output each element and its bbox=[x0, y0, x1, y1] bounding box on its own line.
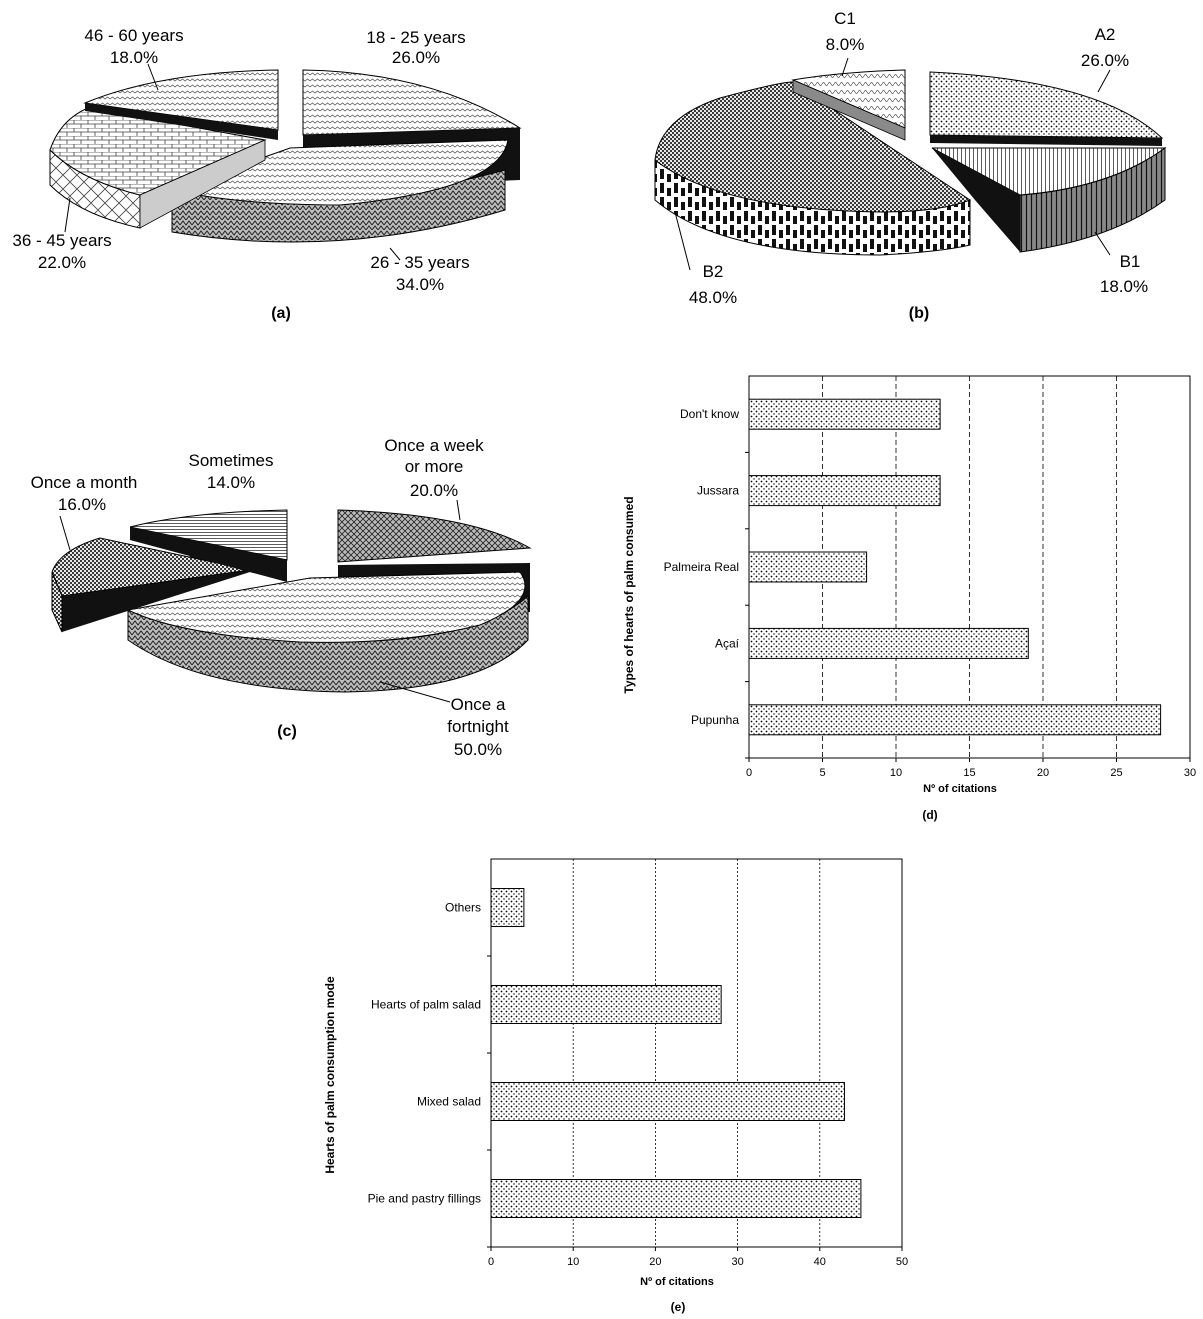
bar-d-bar-2 bbox=[748, 551, 868, 583]
pie-c-caption: (c) bbox=[277, 723, 297, 740]
pie-c-value-2: 16.0% bbox=[58, 495, 106, 514]
bar-chart-d: Pupunha Açaí Palmeira Real Jussara Don't kno… bbox=[622, 375, 1196, 822]
pie-c-value-1: 50.0% bbox=[454, 740, 502, 759]
bar-d-caption: (d) bbox=[922, 808, 937, 822]
bar-e-tick-5: 50 bbox=[896, 1256, 908, 1268]
pie-c-label-1-line2: fortnight bbox=[447, 717, 509, 736]
pie-a-value-1: 34.0% bbox=[396, 275, 444, 294]
pie-a-value-2: 22.0% bbox=[38, 253, 86, 272]
bar-d-category-0: Pupunha bbox=[691, 713, 739, 727]
pie-b-value-3: 8.0% bbox=[826, 35, 865, 54]
bar-e-bar-1 bbox=[490, 1082, 845, 1121]
pie-b-caption: (b) bbox=[909, 305, 929, 322]
bar-e-bar-2 bbox=[490, 985, 722, 1024]
pie-c-label-3-line1: Sometimes bbox=[188, 451, 273, 470]
bar-d-bar-0 bbox=[748, 704, 1162, 736]
bar-d-category-labels: Pupunha Açaí Palmeira Real Jussara Don't kno… bbox=[664, 407, 740, 727]
bar-d-tick-4: 20 bbox=[1037, 767, 1049, 779]
bar-d-tick-1: 5 bbox=[819, 767, 825, 779]
pie-chart-b: A2 26.0% B1 18.0% B2 48.0% C1 8.0% (b) bbox=[654, 9, 1167, 322]
bar-d-tick-labels: 0 5 10 15 20 25 30 bbox=[746, 767, 1196, 779]
bar-e-xlabel: Nº of citations bbox=[640, 1276, 714, 1288]
bar-d-tick-2: 10 bbox=[890, 767, 902, 779]
bar-d-ylabel: Types of hearts of palm consumed bbox=[622, 496, 636, 693]
pie-b-slice-A2 bbox=[929, 71, 1164, 139]
bar-e-bar-0 bbox=[490, 1179, 862, 1218]
bar-d-category-4: Don't know bbox=[680, 407, 739, 421]
pie-c-value-3: 14.0% bbox=[207, 473, 255, 492]
pie-c-label-1-line1: Once a bbox=[451, 695, 506, 714]
pie-c-slice-week bbox=[337, 509, 532, 563]
bar-e-bars bbox=[490, 888, 862, 1218]
bar-e-ylabel: Hearts of palm consumption mode bbox=[323, 976, 337, 1174]
bar-d-bar-4 bbox=[748, 398, 941, 430]
pie-a-label-1: 26 - 35 years bbox=[370, 253, 469, 272]
bar-e-plot-frame bbox=[490, 858, 903, 1248]
pie-a-value-3: 18.0% bbox=[110, 48, 158, 67]
bar-e-tick-0: 0 bbox=[488, 1256, 494, 1268]
bar-e-tick-1: 10 bbox=[567, 1256, 579, 1268]
pie-c-label-0-line1: Once a week bbox=[384, 436, 484, 455]
pie-b-slice-B1 bbox=[931, 147, 1167, 196]
bar-e-category-labels: Pie and pastry fillings Mixed salad Hearts… bbox=[368, 901, 481, 1206]
pie-a-value-0: 26.0% bbox=[392, 48, 440, 67]
bar-d-bars bbox=[748, 398, 1162, 736]
bar-d-tick-0: 0 bbox=[746, 767, 752, 779]
bar-d-tick-3: 15 bbox=[963, 767, 975, 779]
pie-a-slice-26-35 bbox=[170, 139, 509, 206]
pie-c-slice-sometimes bbox=[129, 509, 288, 561]
pie-a-slice-18-25 bbox=[302, 69, 522, 136]
pie-a-caption: (a) bbox=[271, 305, 291, 322]
pie-b-label-1: B1 bbox=[1120, 252, 1141, 271]
bar-d-category-3: Jussara bbox=[697, 484, 739, 498]
bar-chart-e: Pie and pastry fillings Mixed salad Hearts… bbox=[323, 858, 908, 1314]
bar-e-category-2: Hearts of palm salad bbox=[371, 998, 481, 1012]
bar-d-category-1: Açaí bbox=[715, 636, 740, 650]
pie-b-value-0: 26.0% bbox=[1081, 51, 1129, 70]
pie-a-label-3: 46 - 60 years bbox=[84, 26, 183, 45]
bar-e-caption: (e) bbox=[671, 1300, 686, 1314]
pie-b-label-3: C1 bbox=[834, 9, 856, 28]
bar-d-category-2: Palmeira Real bbox=[664, 560, 739, 574]
pie-b-label-0: A2 bbox=[1095, 25, 1116, 44]
pie-a-label-0: 18 - 25 years bbox=[366, 28, 465, 47]
bar-d-tick-5: 25 bbox=[1110, 767, 1122, 779]
pie-c-value-0: 20.0% bbox=[410, 481, 458, 500]
bar-e-tick-4: 40 bbox=[814, 1256, 826, 1268]
bar-e-bar-3 bbox=[490, 888, 525, 927]
pie-b-label-2: B2 bbox=[703, 262, 724, 281]
bar-d-plot-frame bbox=[748, 375, 1191, 759]
bar-d-bar-3 bbox=[748, 475, 941, 507]
bar-e-category-1: Mixed salad bbox=[417, 1095, 481, 1109]
pie-b-value-2: 48.0% bbox=[689, 288, 737, 307]
bar-e-tick-3: 30 bbox=[731, 1256, 743, 1268]
pie-c-label-0-line2: or more bbox=[405, 457, 464, 476]
pie-a-label-2: 36 - 45 years bbox=[12, 231, 111, 250]
pie-c-slice-fortnight bbox=[126, 571, 526, 643]
pie-chart-a: 18 - 25 years 26.0% 26 - 35 years 34.0% … bbox=[12, 26, 522, 322]
bar-e-category-3: Others bbox=[445, 901, 481, 915]
bar-d-gridlines bbox=[745, 376, 1191, 762]
pie-chart-c: Once a week or more 20.0% Once a fortnig… bbox=[31, 436, 532, 759]
bar-d-xlabel: Nº of citations bbox=[923, 783, 997, 795]
bar-e-gridlines bbox=[487, 859, 903, 1251]
pie-c-label-2-line1: Once a month bbox=[31, 473, 138, 492]
pie-a-slice-46-60 bbox=[83, 69, 279, 131]
bar-d-bar-1 bbox=[748, 627, 1029, 659]
pie-b-slice-B2 bbox=[654, 81, 972, 213]
bar-e-tick-labels: 0 10 20 30 40 50 bbox=[488, 1256, 908, 1268]
bar-e-category-0: Pie and pastry fillings bbox=[368, 1192, 481, 1206]
bar-d-tick-6: 30 bbox=[1184, 767, 1196, 779]
pie-b-value-1: 18.0% bbox=[1100, 277, 1148, 296]
bar-e-tick-2: 20 bbox=[649, 1256, 661, 1268]
